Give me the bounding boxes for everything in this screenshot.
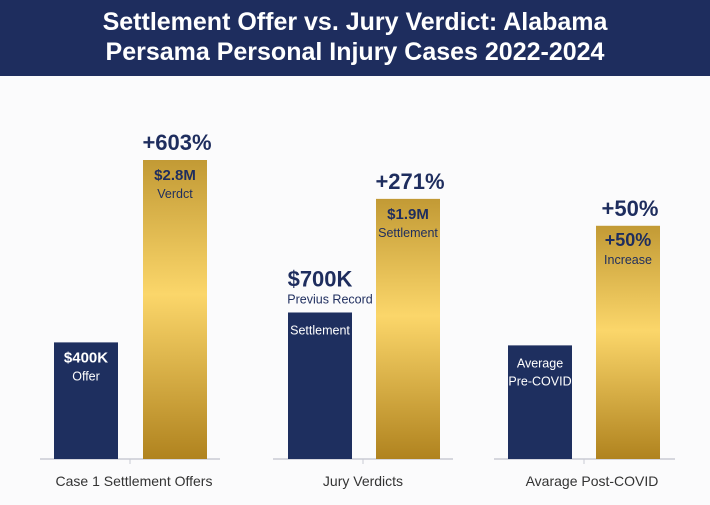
bar-gold bbox=[376, 198, 440, 459]
title-line-1: Settlement Offer vs. Jury Verdict: Alaba… bbox=[102, 8, 608, 36]
bar-navy bbox=[508, 345, 572, 459]
bar-value-label: $400K bbox=[64, 349, 108, 366]
annotation-label: +50% bbox=[602, 196, 659, 221]
title-line-2: Persama Personal Injury Cases 2022-2024 bbox=[105, 38, 605, 66]
annotation-label: +271% bbox=[375, 169, 444, 194]
bar-sub-label: Verdct bbox=[157, 187, 193, 201]
annotation-label: +603% bbox=[142, 130, 211, 155]
category-label: Case 1 Settlement Offers bbox=[56, 473, 213, 489]
annotation-label: $700K bbox=[288, 266, 353, 291]
bar-navy bbox=[288, 312, 352, 459]
bar-sub-label: Pre-COVID bbox=[508, 374, 571, 388]
bar-value-label: $2.8M bbox=[154, 167, 196, 184]
bar-gold bbox=[143, 160, 207, 459]
bar-sub-label: Settlement bbox=[378, 226, 438, 240]
title-banner: Settlement Offer vs. Jury Verdict: Alaba… bbox=[0, 0, 710, 76]
bar-sub-label: Increase bbox=[604, 253, 652, 267]
annotation-sub-label: Previus Record bbox=[287, 292, 372, 306]
category-label: Jury Verdicts bbox=[323, 473, 403, 489]
bar-sub-label: Settlement bbox=[290, 323, 350, 337]
bar-value-label: +50% bbox=[605, 230, 652, 250]
bar-sub-label: Average bbox=[517, 356, 563, 370]
bar-sub-label: Offer bbox=[72, 369, 100, 383]
bar-navy bbox=[54, 342, 118, 459]
bar-gold bbox=[596, 225, 660, 459]
category-label: Avarage Post-COVID bbox=[526, 473, 659, 489]
bar-value-label: $1.9M bbox=[387, 206, 429, 223]
